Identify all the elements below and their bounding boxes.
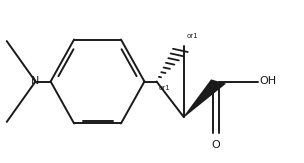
- Polygon shape: [183, 79, 226, 117]
- Text: OH: OH: [259, 76, 277, 87]
- Text: or1: or1: [186, 33, 198, 39]
- Text: O: O: [212, 140, 220, 150]
- Text: N: N: [31, 76, 40, 87]
- Text: or1: or1: [159, 85, 171, 91]
